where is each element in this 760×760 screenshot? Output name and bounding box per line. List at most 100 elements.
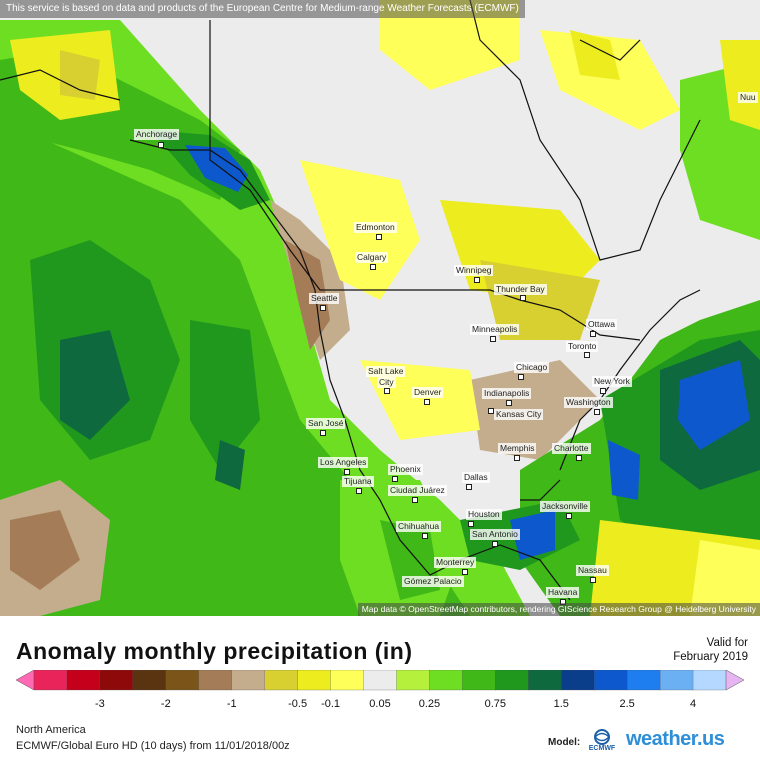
legend-cell bbox=[66, 670, 101, 691]
legend-tick-label: 0.05 bbox=[369, 698, 391, 710]
city-marker bbox=[158, 142, 164, 148]
city-label-kansas-city: Kansas City bbox=[494, 409, 544, 420]
legend-cell bbox=[99, 670, 134, 691]
region-label: North America bbox=[16, 724, 86, 736]
city-marker bbox=[320, 430, 326, 436]
legend-cell bbox=[626, 670, 661, 691]
city-marker bbox=[466, 484, 472, 490]
ecmwf-logo: ECMWF bbox=[582, 728, 622, 754]
city-label-charlotte: Charlotte bbox=[552, 443, 591, 454]
legend-tick-label: -0.5 bbox=[288, 698, 308, 710]
city-label-nuuk: Nuu bbox=[738, 92, 758, 103]
legend-cell bbox=[659, 670, 694, 691]
alaska-deep-wet bbox=[185, 145, 248, 192]
legend-cell bbox=[330, 670, 365, 691]
legend-arrow-right bbox=[725, 670, 744, 691]
city-label-minneapolis: Minneapolis bbox=[470, 324, 520, 335]
city-marker bbox=[518, 374, 524, 380]
city-label-calgary: Calgary bbox=[355, 252, 389, 263]
city-marker bbox=[320, 305, 326, 311]
city-marker bbox=[492, 541, 498, 547]
city-label-ottawa: Ottawa bbox=[586, 319, 617, 330]
city-label-phoenix: Phoenix bbox=[388, 464, 423, 475]
legend-tick-label: -2 bbox=[160, 698, 171, 710]
ecmwf-globe-icon bbox=[594, 729, 610, 745]
legend-cell bbox=[561, 670, 595, 691]
legend-tick-label: -0.1 bbox=[321, 698, 341, 710]
borders bbox=[0, 0, 701, 601]
city-label-salt-lake-city: City bbox=[377, 377, 396, 388]
city-marker bbox=[590, 331, 596, 337]
city-label-chicago: Chicago bbox=[514, 362, 550, 373]
weather-us-brand[interactable]: weather.us bbox=[626, 728, 725, 750]
city-marker bbox=[590, 577, 596, 583]
city-marker bbox=[384, 388, 390, 394]
legend-cell bbox=[396, 670, 431, 691]
legend-cell bbox=[594, 670, 628, 691]
city-label-los-angeles: Los Angeles bbox=[318, 457, 369, 468]
city-label-new-york: New York bbox=[592, 376, 632, 387]
legend-tick-label: 0.25 bbox=[418, 698, 441, 710]
valid-label: Valid for bbox=[706, 637, 748, 649]
city-marker bbox=[600, 388, 606, 394]
precipitation-anomaly-map[interactable]: This service is based on data and produc… bbox=[0, 0, 760, 616]
city-label-havana: Havana bbox=[546, 587, 580, 598]
legend-tick-label: -3 bbox=[95, 698, 105, 710]
legend-tick-label: -1 bbox=[226, 698, 237, 710]
city-marker bbox=[370, 264, 376, 270]
legend-arrow-left bbox=[16, 670, 35, 691]
city-marker bbox=[488, 408, 494, 414]
city-label-salt-lake: Salt Lake bbox=[366, 366, 406, 377]
valid-date: February 2019 bbox=[673, 651, 748, 663]
model-label: Model: bbox=[548, 737, 581, 748]
city-marker bbox=[412, 497, 418, 503]
city-label-toronto: Toronto bbox=[566, 341, 599, 352]
city-marker bbox=[520, 295, 526, 301]
city-marker bbox=[344, 469, 350, 475]
city-marker bbox=[422, 533, 428, 539]
city-marker bbox=[424, 399, 430, 405]
legend-cell bbox=[297, 670, 332, 691]
city-label-indianapolis: Indianapolis bbox=[482, 388, 532, 399]
city-label-monterrey: Monterrey bbox=[434, 557, 477, 568]
city-label-san-antonio: San Antonio bbox=[470, 529, 520, 540]
city-label-houston: Houston bbox=[466, 509, 502, 520]
city-marker bbox=[490, 336, 496, 342]
legend-tick-label: 2.5 bbox=[619, 698, 635, 710]
city-marker bbox=[356, 488, 362, 494]
city-marker bbox=[584, 352, 590, 358]
city-marker bbox=[376, 234, 382, 240]
city-marker bbox=[474, 277, 480, 283]
city-label-tijuana: Tijuana bbox=[342, 476, 374, 487]
city-marker bbox=[566, 513, 572, 519]
legend-cell bbox=[363, 670, 398, 691]
city-label-seattle: Seattle bbox=[309, 293, 340, 304]
city-label-jacksonville: Jacksonville bbox=[540, 501, 590, 512]
legend-cell bbox=[165, 670, 200, 691]
city-label-winnipeg: Winnipeg bbox=[454, 265, 494, 276]
legend-cell bbox=[264, 670, 299, 691]
city-label-san-jose: San José bbox=[306, 418, 346, 429]
city-label-anchorage: Anchorage bbox=[134, 129, 180, 140]
city-marker bbox=[576, 455, 582, 461]
city-marker bbox=[506, 400, 512, 406]
valid-date-block: Valid for February 2019 bbox=[673, 636, 748, 664]
map-attribution: Map data © OpenStreetMap contributors, r… bbox=[357, 603, 760, 616]
city-label-washington: Washington bbox=[564, 397, 613, 408]
legend-cell bbox=[692, 670, 727, 691]
legend-cell bbox=[198, 670, 233, 691]
city-label-nassau: Nassau bbox=[576, 565, 609, 576]
legend-tick-label: 1.5 bbox=[553, 698, 569, 710]
city-marker bbox=[392, 476, 398, 482]
city-marker bbox=[594, 409, 600, 415]
city-label-edmonton: Edmonton bbox=[354, 222, 397, 233]
city-label-memphis: Memphis bbox=[498, 443, 537, 454]
legend-cell bbox=[132, 670, 167, 691]
city-marker bbox=[468, 521, 474, 527]
city-marker bbox=[514, 455, 520, 461]
legend-tick-label: 0.75 bbox=[484, 698, 507, 710]
legend-cell bbox=[462, 670, 496, 691]
legend-cell bbox=[429, 670, 464, 691]
data-source-banner: This service is based on data and produc… bbox=[0, 0, 525, 18]
color-legend-bar bbox=[16, 670, 744, 691]
